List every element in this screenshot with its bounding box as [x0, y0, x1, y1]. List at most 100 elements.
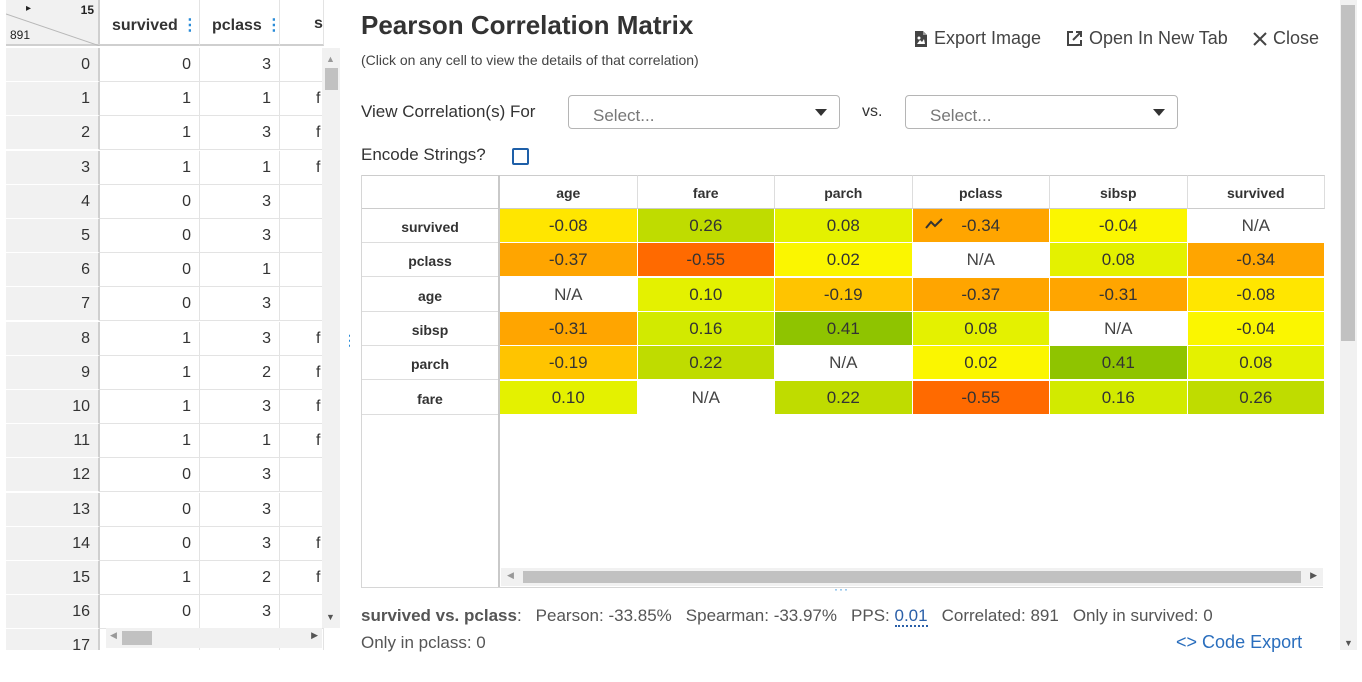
correlation-cell[interactable]: -0.19 [500, 346, 638, 381]
matrix-column-header[interactable]: sibsp [1050, 175, 1188, 209]
grid-horizontal-scrollbar[interactable]: ◀ ▶ [106, 628, 322, 648]
correlation-cell[interactable]: -0.37 [912, 277, 1050, 312]
grid-cell-sex[interactable]: f [280, 116, 324, 151]
grid-cell-sex[interactable]: f [280, 526, 324, 561]
correlation-cell[interactable]: -0.31 [500, 311, 638, 346]
row-index[interactable]: 7 [6, 287, 100, 322]
correlation-cell[interactable]: 0.08 [775, 209, 913, 243]
grid-cell-pclass[interactable]: 3 [200, 184, 280, 219]
scroll-left-icon[interactable]: ◀ [110, 630, 117, 640]
grid-cell-survived[interactable]: 1 [100, 355, 200, 390]
correlation-cell[interactable]: 0.22 [637, 346, 775, 381]
matrix-row-header[interactable]: fare [362, 381, 498, 415]
correlation-cell[interactable]: -0.34 [912, 209, 1050, 243]
correlation-cell[interactable]: N/A [775, 346, 913, 381]
encode-strings-checkbox[interactable] [512, 148, 529, 165]
correlation-cell[interactable]: N/A [912, 243, 1050, 278]
row-index[interactable]: 4 [6, 184, 100, 219]
grid-cell-sex[interactable]: f [280, 82, 324, 117]
correlation-cell[interactable]: 0.26 [637, 209, 775, 243]
grid-cell-sex[interactable]: f [280, 321, 324, 356]
close-button[interactable]: Close [1253, 28, 1319, 49]
grid-cell-pclass[interactable]: 3 [200, 458, 280, 493]
grid-cell-sex[interactable] [280, 595, 324, 630]
dropdown-arrow-icon[interactable] [1153, 109, 1165, 116]
grid-cell-survived[interactable]: 1 [100, 390, 200, 424]
row-index[interactable]: 17 [6, 629, 100, 650]
grid-cell-survived[interactable]: 0 [100, 492, 200, 527]
grid-cell-sex[interactable] [280, 458, 324, 493]
correlation-cell[interactable]: 0.16 [1050, 380, 1188, 415]
grid-cell-sex[interactable] [280, 48, 324, 82]
grid-cell-sex[interactable]: f [280, 150, 324, 185]
correlation-cell[interactable]: 0.02 [775, 243, 913, 278]
grid-cell-sex[interactable] [280, 184, 324, 219]
matrix-column-header[interactable]: parch [775, 175, 913, 209]
export-image-button[interactable]: Export Image [914, 28, 1041, 49]
row-index[interactable]: 0 [6, 48, 100, 82]
grid-cell-survived[interactable]: 0 [100, 48, 200, 82]
grid-cell-pclass[interactable]: 3 [200, 287, 280, 322]
matrix-column-header[interactable]: fare [637, 175, 775, 209]
grid-cell-survived[interactable]: 0 [100, 253, 200, 288]
grid-cell-pclass[interactable]: 3 [200, 321, 280, 356]
correlation-cell[interactable]: 0.08 [1187, 346, 1325, 381]
grid-corner[interactable]: ▸ 15 891 [6, 0, 100, 46]
correlation-cell[interactable]: 0.10 [637, 277, 775, 312]
scroll-right-icon[interactable]: ▶ [1310, 570, 1317, 580]
page-vertical-scrollbar[interactable]: ▼ [1340, 0, 1357, 650]
grid-cell-pclass[interactable]: 3 [200, 48, 280, 82]
grid-cell-sex[interactable]: f [280, 424, 324, 459]
correlation-cell[interactable]: -0.04 [1050, 209, 1188, 243]
column-menu-icon[interactable]: ⋮ [266, 17, 279, 34]
grid-cell-survived[interactable]: 1 [100, 561, 200, 595]
grid-cell-pclass[interactable]: 1 [200, 424, 280, 459]
grid-cell-pclass[interactable]: 3 [200, 116, 280, 151]
column-menu-icon[interactable]: ⋮ [181, 17, 198, 34]
column-header-pclass[interactable]: pclass⋮ [200, 0, 280, 46]
correlation-cell[interactable]: -0.04 [1187, 311, 1325, 346]
grid-cell-pclass[interactable]: 3 [200, 595, 280, 630]
matrix-column-header[interactable]: pclass [912, 175, 1050, 209]
correlation-cell[interactable]: -0.37 [500, 243, 638, 278]
correlation-cell[interactable]: N/A [1187, 209, 1325, 243]
scrollbar-thumb[interactable] [523, 571, 1301, 583]
correlation-cell[interactable]: -0.34 [1187, 243, 1325, 278]
grid-cell-survived[interactable]: 1 [100, 116, 200, 151]
grid-cell-pclass[interactable]: 3 [200, 492, 280, 527]
grid-cell-pclass[interactable]: 2 [200, 561, 280, 595]
expand-arrow-icon[interactable]: ▸ [26, 3, 32, 14]
code-export-button[interactable]: <> Code Export [1176, 632, 1302, 653]
matrix-row-header[interactable]: sibsp [362, 312, 498, 346]
row-index[interactable]: 15 [6, 561, 100, 595]
matrix-column-header[interactable]: survived [1187, 175, 1325, 209]
correlation-cell[interactable]: 0.26 [1187, 380, 1325, 415]
correlation-cell[interactable]: N/A [637, 380, 775, 415]
correlation-cell[interactable]: -0.55 [637, 243, 775, 278]
grid-vertical-scrollbar[interactable]: ▲ ▼ [322, 48, 340, 628]
grid-cell-sex[interactable] [280, 287, 324, 322]
column-select-1[interactable]: Select... [568, 95, 840, 129]
grid-cell-pclass[interactable]: 1 [200, 82, 280, 117]
matrix-column-header[interactable]: age [500, 175, 638, 209]
row-index[interactable]: 9 [6, 355, 100, 390]
grid-cell-survived[interactable]: 0 [100, 458, 200, 493]
row-index[interactable]: 1 [6, 82, 100, 117]
grid-cell-survived[interactable]: 0 [100, 526, 200, 561]
correlation-cell[interactable]: -0.19 [775, 277, 913, 312]
open-new-tab-button[interactable]: Open In New Tab [1066, 28, 1228, 49]
grid-cell-sex[interactable] [280, 629, 324, 650]
row-index[interactable]: 8 [6, 321, 100, 356]
row-index[interactable]: 12 [6, 458, 100, 493]
correlation-cell[interactable]: -0.31 [1050, 277, 1188, 312]
row-index[interactable]: 5 [6, 219, 100, 253]
correlation-cell[interactable]: 0.16 [637, 311, 775, 346]
correlation-cell[interactable]: 0.10 [500, 380, 638, 415]
correlation-cell[interactable]: -0.08 [1187, 277, 1325, 312]
row-index[interactable]: 2 [6, 116, 100, 151]
column-header-sex[interactable]: sex [280, 0, 324, 46]
matrix-row-header[interactable]: age [362, 278, 498, 312]
matrix-row-header[interactable]: survived [362, 209, 498, 243]
grid-cell-survived[interactable]: 0 [100, 184, 200, 219]
row-index[interactable]: 10 [6, 390, 100, 424]
